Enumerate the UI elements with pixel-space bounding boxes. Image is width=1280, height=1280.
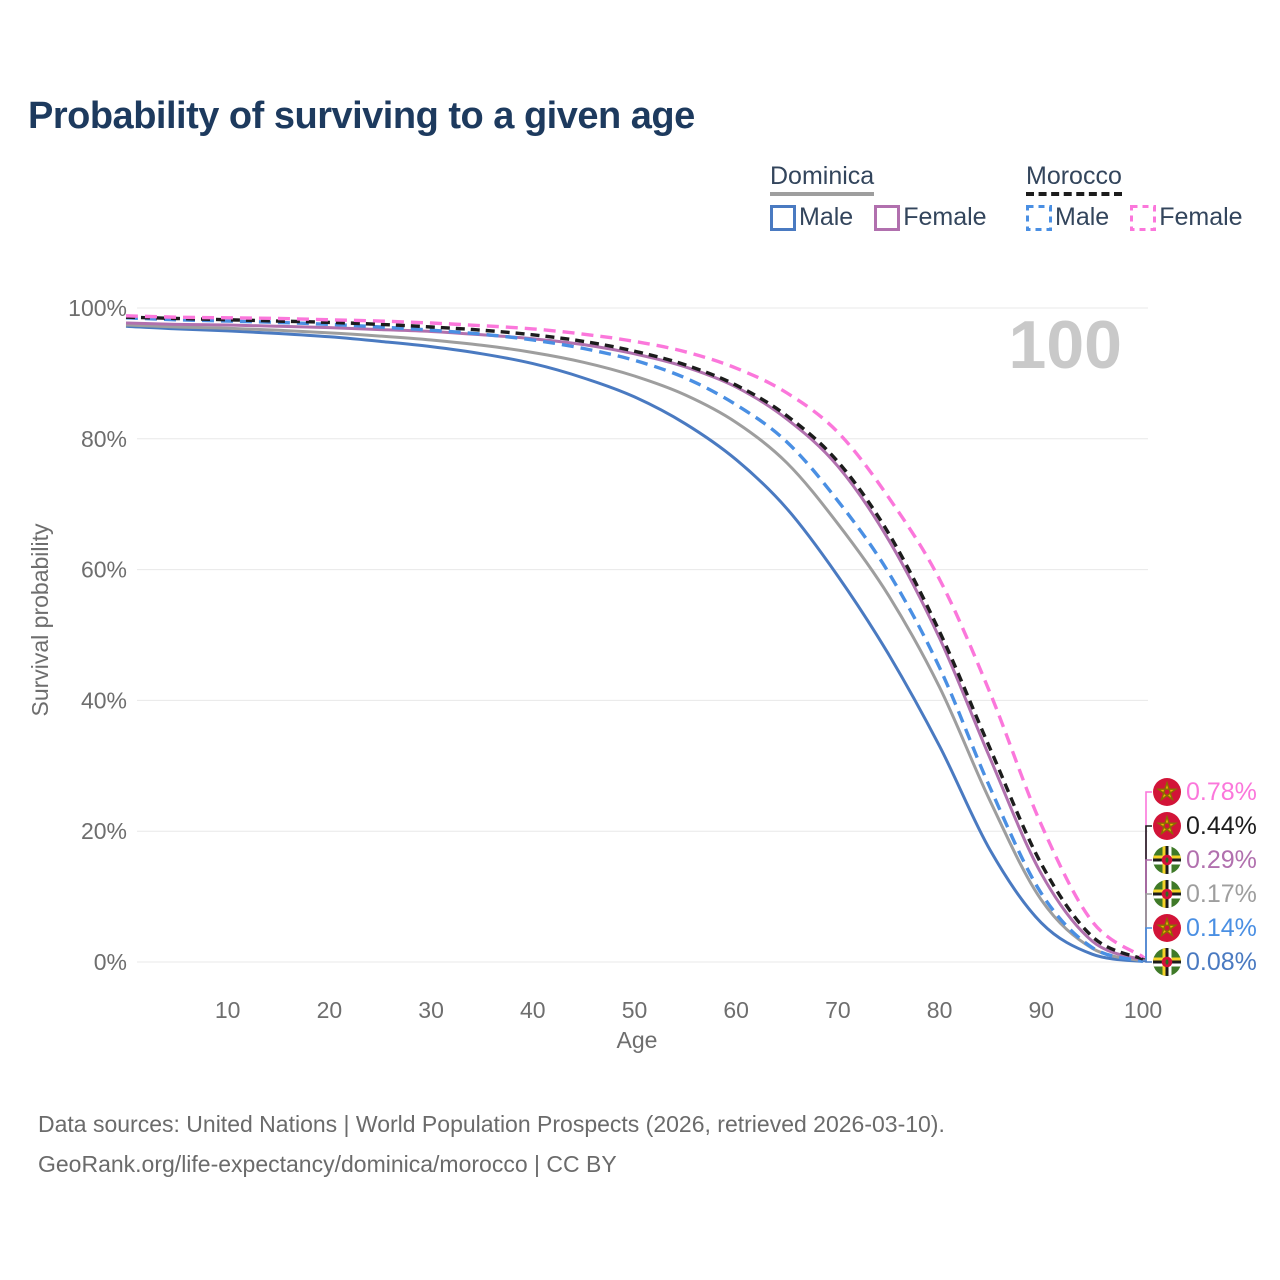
y-axis-label: Survival probability <box>27 523 53 717</box>
legend-item-dominica-male[interactable]: Male <box>770 203 853 232</box>
x-tick-30: 30 <box>418 997 444 1023</box>
curve-morocco-both[interactable] <box>125 315 1144 961</box>
y-tick-100%: 100% <box>68 295 127 321</box>
x-axis-label: Age <box>617 1027 658 1053</box>
legend-swatch-solid <box>874 204 901 231</box>
curve-morocco-female[interactable] <box>125 314 1144 959</box>
connector-dominica-female <box>1143 859 1152 961</box>
legend-item-label: Male <box>1055 203 1110 231</box>
x-tick-10: 10 <box>215 997 241 1023</box>
x-tick-90: 90 <box>1029 997 1055 1023</box>
gridlines <box>137 307 1148 963</box>
y-axis-tick-labels: 100% 80% 60% 40% 20% 0% <box>68 295 127 975</box>
end-label-dominica-female: 0.29% <box>1186 846 1257 874</box>
x-tick-80: 80 <box>927 997 953 1023</box>
connector-morocco-female <box>1143 791 1152 958</box>
legend-group-morocco: Morocco Male Female <box>1026 162 1243 232</box>
x-tick-20: 20 <box>317 997 343 1023</box>
x-tick-40: 40 <box>520 997 546 1023</box>
legend-item-dominica-female[interactable]: Female <box>874 203 987 232</box>
legend-items-morocco: Male Female <box>1026 203 1243 232</box>
curve-dominica-male[interactable] <box>125 324 1144 963</box>
footer: Data sources: United Nations | World Pop… <box>38 1104 945 1184</box>
legend-country-morocco[interactable]: Morocco <box>1026 162 1122 196</box>
legend-item-morocco-female[interactable]: Female <box>1130 203 1243 232</box>
connector-morocco-both <box>1143 825 1152 960</box>
legend-swatch-solid <box>770 204 796 231</box>
end-label-morocco-both: 0.44% <box>1186 812 1257 840</box>
y-tick-0%: 0% <box>94 949 127 975</box>
end-label-morocco-male: 0.14% <box>1186 914 1257 942</box>
attribution-line: GeoRank.org/life-expectancy/dominica/mor… <box>38 1151 617 1177</box>
dominica-flag-icon <box>1153 880 1181 908</box>
legend-items-dominica: Male Female <box>770 203 987 232</box>
x-tick-100: 100 <box>1124 997 1162 1023</box>
page-title: Probability of surviving to a given age <box>28 95 695 137</box>
dominica-flag-icon <box>1153 846 1181 874</box>
y-tick-60%: 60% <box>81 557 127 583</box>
legend-country-dominica[interactable]: Dominica <box>770 162 875 196</box>
connector-dominica-male <box>1143 960 1152 963</box>
legend-group-dominica: Dominica Male Female <box>770 162 987 232</box>
legend-swatch-dashed <box>1130 204 1157 231</box>
legend-item-label: Female <box>1159 203 1243 231</box>
morocco-flag-icon <box>1153 778 1181 806</box>
legend-item-label: Female <box>903 203 987 231</box>
y-tick-40%: 40% <box>81 687 127 713</box>
morocco-flag-icon <box>1153 812 1181 840</box>
curve-dominica-both[interactable] <box>125 323 1144 963</box>
survival-curves <box>125 314 1144 963</box>
legend-swatch-dashed <box>1026 204 1052 231</box>
morocco-flag-icon <box>1153 914 1181 942</box>
x-tick-50: 50 <box>622 997 648 1023</box>
curve-dominica-female[interactable] <box>125 321 1144 962</box>
legend-item-label: Male <box>799 203 854 231</box>
data-sources-line: Data sources: United Nations | World Pop… <box>38 1111 945 1137</box>
y-tick-20%: 20% <box>81 818 127 844</box>
dominica-flag-icon <box>1153 948 1181 976</box>
x-tick-60: 60 <box>723 997 749 1023</box>
y-tick-80%: 80% <box>81 426 127 452</box>
legend-item-morocco-male[interactable]: Male <box>1026 203 1109 232</box>
end-label-morocco-female: 0.78% <box>1186 778 1257 806</box>
curve-morocco-male[interactable] <box>125 316 1144 963</box>
series-end-labels: 0.78% 0.44% 0.29% 0.17% <box>1143 778 1257 976</box>
legend: Dominica Male Female Morocco Male Female <box>0 0 1280 250</box>
x-axis-tick-labels: 10 20 30 40 50 60 70 80 90 100 <box>215 997 1162 1023</box>
x-tick-70: 70 <box>825 997 851 1023</box>
end-label-dominica-male: 0.08% <box>1186 948 1257 976</box>
end-label-dominica-both: 0.17% <box>1186 880 1257 908</box>
age-watermark: 100 <box>1009 307 1122 383</box>
